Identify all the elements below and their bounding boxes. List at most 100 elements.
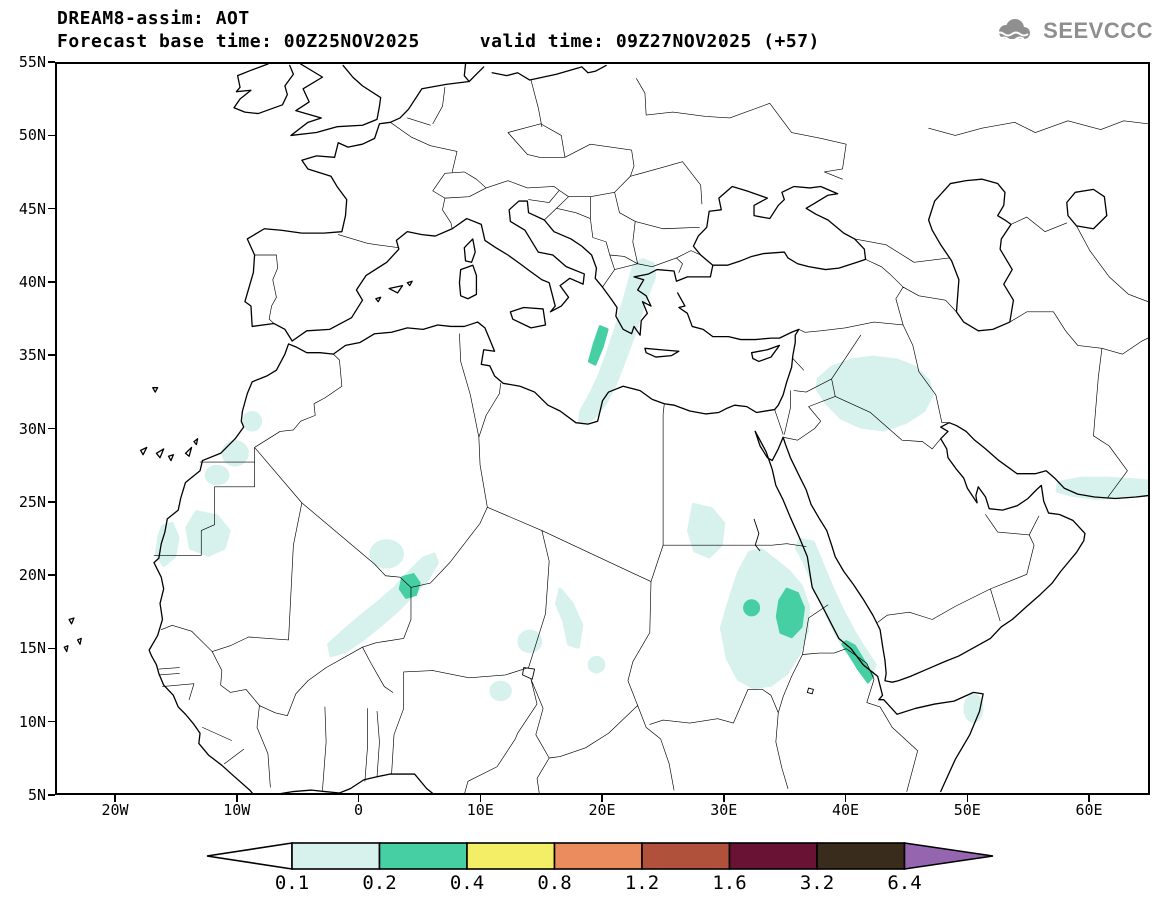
colorbar-right-arrow (903, 842, 994, 870)
colorbar-cell (291, 842, 381, 870)
colorbar-cell (378, 842, 468, 870)
lat-tick-label: 55N (18, 53, 46, 71)
lon-tick-mark (479, 795, 481, 802)
aot-region-mauritania (187, 512, 229, 556)
colorbar-tick-label: 3.2 (799, 872, 835, 894)
aot-region-egypt-sudan (689, 504, 724, 556)
aot-region-aegean (579, 259, 654, 422)
colorbar-cell (466, 842, 556, 870)
lat-tick-label: 25N (18, 492, 46, 511)
borders-asia (775, 121, 1148, 623)
colorbar-tick-label: 1.6 (712, 872, 747, 894)
lon-tick-mark (114, 795, 116, 802)
coast-caspian (929, 179, 1014, 331)
aot-spot (244, 412, 261, 429)
coastlines (64, 64, 1148, 793)
lat-tick-mark (48, 574, 55, 576)
aot-spot (491, 682, 510, 699)
lon-tick-mark (357, 795, 360, 802)
country-borders (154, 79, 1148, 793)
aot-spot (371, 541, 403, 567)
lon-tick-label: 20W (101, 801, 129, 819)
lat-tick-label: 20N (18, 566, 46, 585)
lat-tick-mark (48, 354, 55, 356)
coast-ireland (234, 64, 293, 114)
aot-core-sudan (777, 589, 804, 637)
lon-tick-label: 40E (831, 801, 860, 819)
lat-tick-label: 10N (18, 712, 46, 731)
lakes (522, 519, 813, 694)
plot-titles: DREAM8-assim: AOT Forecast base time: 00… (57, 7, 820, 53)
colorbar-tick-label: 0.2 (362, 872, 397, 894)
borders-africa (154, 334, 918, 793)
lon-tick-mark (601, 795, 603, 802)
lat-tick-mark (48, 61, 55, 63)
coast-baltic (469, 65, 606, 81)
lon-tick-label: 50E (953, 801, 981, 819)
valid-time-text: valid time: 09Z27NOV2025 (+57) (479, 31, 820, 52)
lon-tick-label: 30E (710, 801, 738, 819)
lon-tick-mark (236, 795, 238, 802)
colorbar-tick-label: 1.2 (624, 872, 660, 894)
lat-tick-mark (48, 134, 55, 137)
aot-region-mauritania-coast (156, 523, 178, 565)
lat-tick-mark (48, 647, 55, 650)
aot-region-sahel (329, 554, 438, 656)
coast-redsea-africa (755, 431, 983, 791)
lat-tick-label: 35N (18, 346, 46, 365)
aot-region-sudan (721, 550, 808, 689)
map-plot (57, 64, 1148, 793)
lat-tick-label: 30N (18, 419, 46, 438)
aot-spot (206, 466, 228, 483)
lat-tick-mark (48, 207, 55, 210)
lon-tick-mark (966, 795, 968, 802)
borders-europe (255, 79, 847, 324)
plot-subtitle: Forecast base time: 00Z25NOV2025 valid ti… (57, 30, 820, 53)
lon-tick-label: 20E (588, 801, 616, 819)
coast-aral (1067, 189, 1107, 228)
lat-tick-label: 45N (18, 199, 46, 218)
cloud-icon (995, 19, 1031, 42)
lon-tick-mark (844, 795, 847, 802)
coast-arabia (755, 423, 1148, 683)
lat-tick-mark (48, 720, 55, 723)
logo-text: SEEVCCC (1043, 18, 1153, 43)
colorbar-svg (206, 842, 994, 870)
lat-tick-label: 50N (18, 126, 46, 145)
colorbar-tick-label: 0.8 (537, 872, 572, 894)
aot-core-spot (744, 601, 759, 616)
plot-title: DREAM8-assim: AOT (57, 8, 250, 29)
lat-tick-label: 40N (18, 272, 46, 291)
colorbar-tick-label: 6.4 (887, 872, 922, 894)
lat-tick-mark (48, 501, 55, 503)
lon-tick-label: 10W (223, 801, 251, 819)
aot-region-mideast (817, 357, 932, 430)
map-frame (55, 62, 1150, 795)
colorbar-cell (553, 842, 643, 870)
aot-region-chad (556, 589, 581, 647)
lat-tick-label: 5N (27, 786, 46, 804)
lon-tick-label: 60E (1075, 801, 1103, 819)
coast-britain (291, 64, 381, 135)
colorbar-left-arrow (206, 842, 293, 870)
coast-europe-africa (149, 64, 865, 793)
aot-core-aegean (589, 326, 607, 364)
aot-spot (589, 657, 604, 672)
aot-spot (519, 631, 541, 651)
seevccc-logo: SEEVCCC (992, 16, 1153, 46)
colorbar-cell (728, 842, 818, 870)
lon-tick-label: 0 (353, 801, 364, 819)
base-time-text: Forecast base time: 00Z25NOV2025 (57, 31, 420, 52)
lon-tick-label: 10E (466, 801, 494, 819)
colorbar-tick-label: 0.1 (274, 872, 310, 894)
aot-region-gulf (1057, 478, 1148, 498)
aot-field (156, 259, 1148, 721)
aot-spot (223, 442, 247, 465)
colorbar-cell (641, 842, 731, 870)
lon-tick-mark (723, 795, 725, 802)
colorbar-tick-label: 0.4 (449, 872, 485, 894)
lat-tick-mark (48, 427, 55, 430)
lon-tick-mark (1088, 795, 1090, 802)
aot-spot (965, 695, 982, 721)
